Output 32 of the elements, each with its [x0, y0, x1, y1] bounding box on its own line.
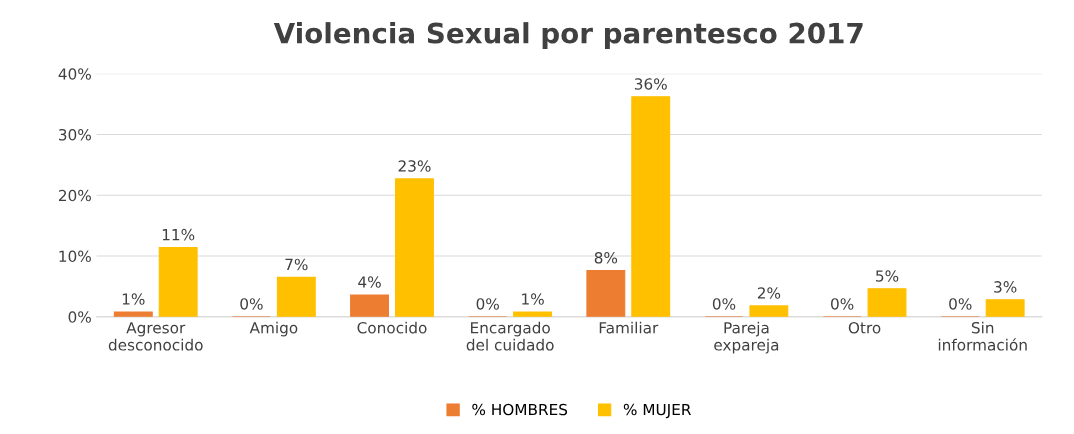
x-tick-label: Pareja expareja — [714, 321, 779, 354]
y-tick-label: 30% — [59, 129, 91, 141]
data-label: 1% — [522, 293, 544, 305]
x-tick-label: Familiar — [599, 321, 659, 334]
data-label: 7% — [285, 258, 308, 271]
x-tick-label: Sin información — [938, 321, 1027, 351]
x-tick-label: Otro — [848, 321, 881, 334]
data-label: 0% — [240, 298, 263, 310]
y-tick-label: 10% — [59, 250, 91, 263]
data-label: 1% — [122, 293, 145, 305]
data-label: 2% — [757, 287, 781, 299]
data-label: 0% — [831, 298, 854, 310]
chart-title: Violencia Sexual por parentesco 2017 — [273, 22, 863, 49]
y-tick-label: 20% — [58, 189, 91, 202]
data-label: 8% — [594, 251, 618, 264]
data-label: 23% — [398, 160, 431, 172]
x-tick-label: Encargado del cuidado — [466, 321, 554, 351]
x-tick-label: Amigo — [249, 321, 298, 337]
data-label: 0% — [476, 298, 499, 310]
data-label: 5% — [876, 270, 899, 282]
data-label: 11% — [162, 228, 195, 241]
data-label: 0% — [949, 298, 972, 310]
x-tick-label: Agresor desconocido — [108, 322, 203, 351]
legend-label: % MUJER — [623, 403, 692, 419]
y-tick-label: 40% — [58, 68, 91, 80]
legend-label: % HOMBRES — [472, 403, 568, 416]
y-tick-label: 0% — [68, 311, 91, 323]
data-label: 4% — [358, 276, 381, 288]
data-label: 36% — [634, 78, 667, 90]
x-tick-label: Conocido — [357, 321, 427, 334]
data-label: 0% — [712, 298, 736, 310]
data-label: 3% — [994, 281, 1017, 293]
